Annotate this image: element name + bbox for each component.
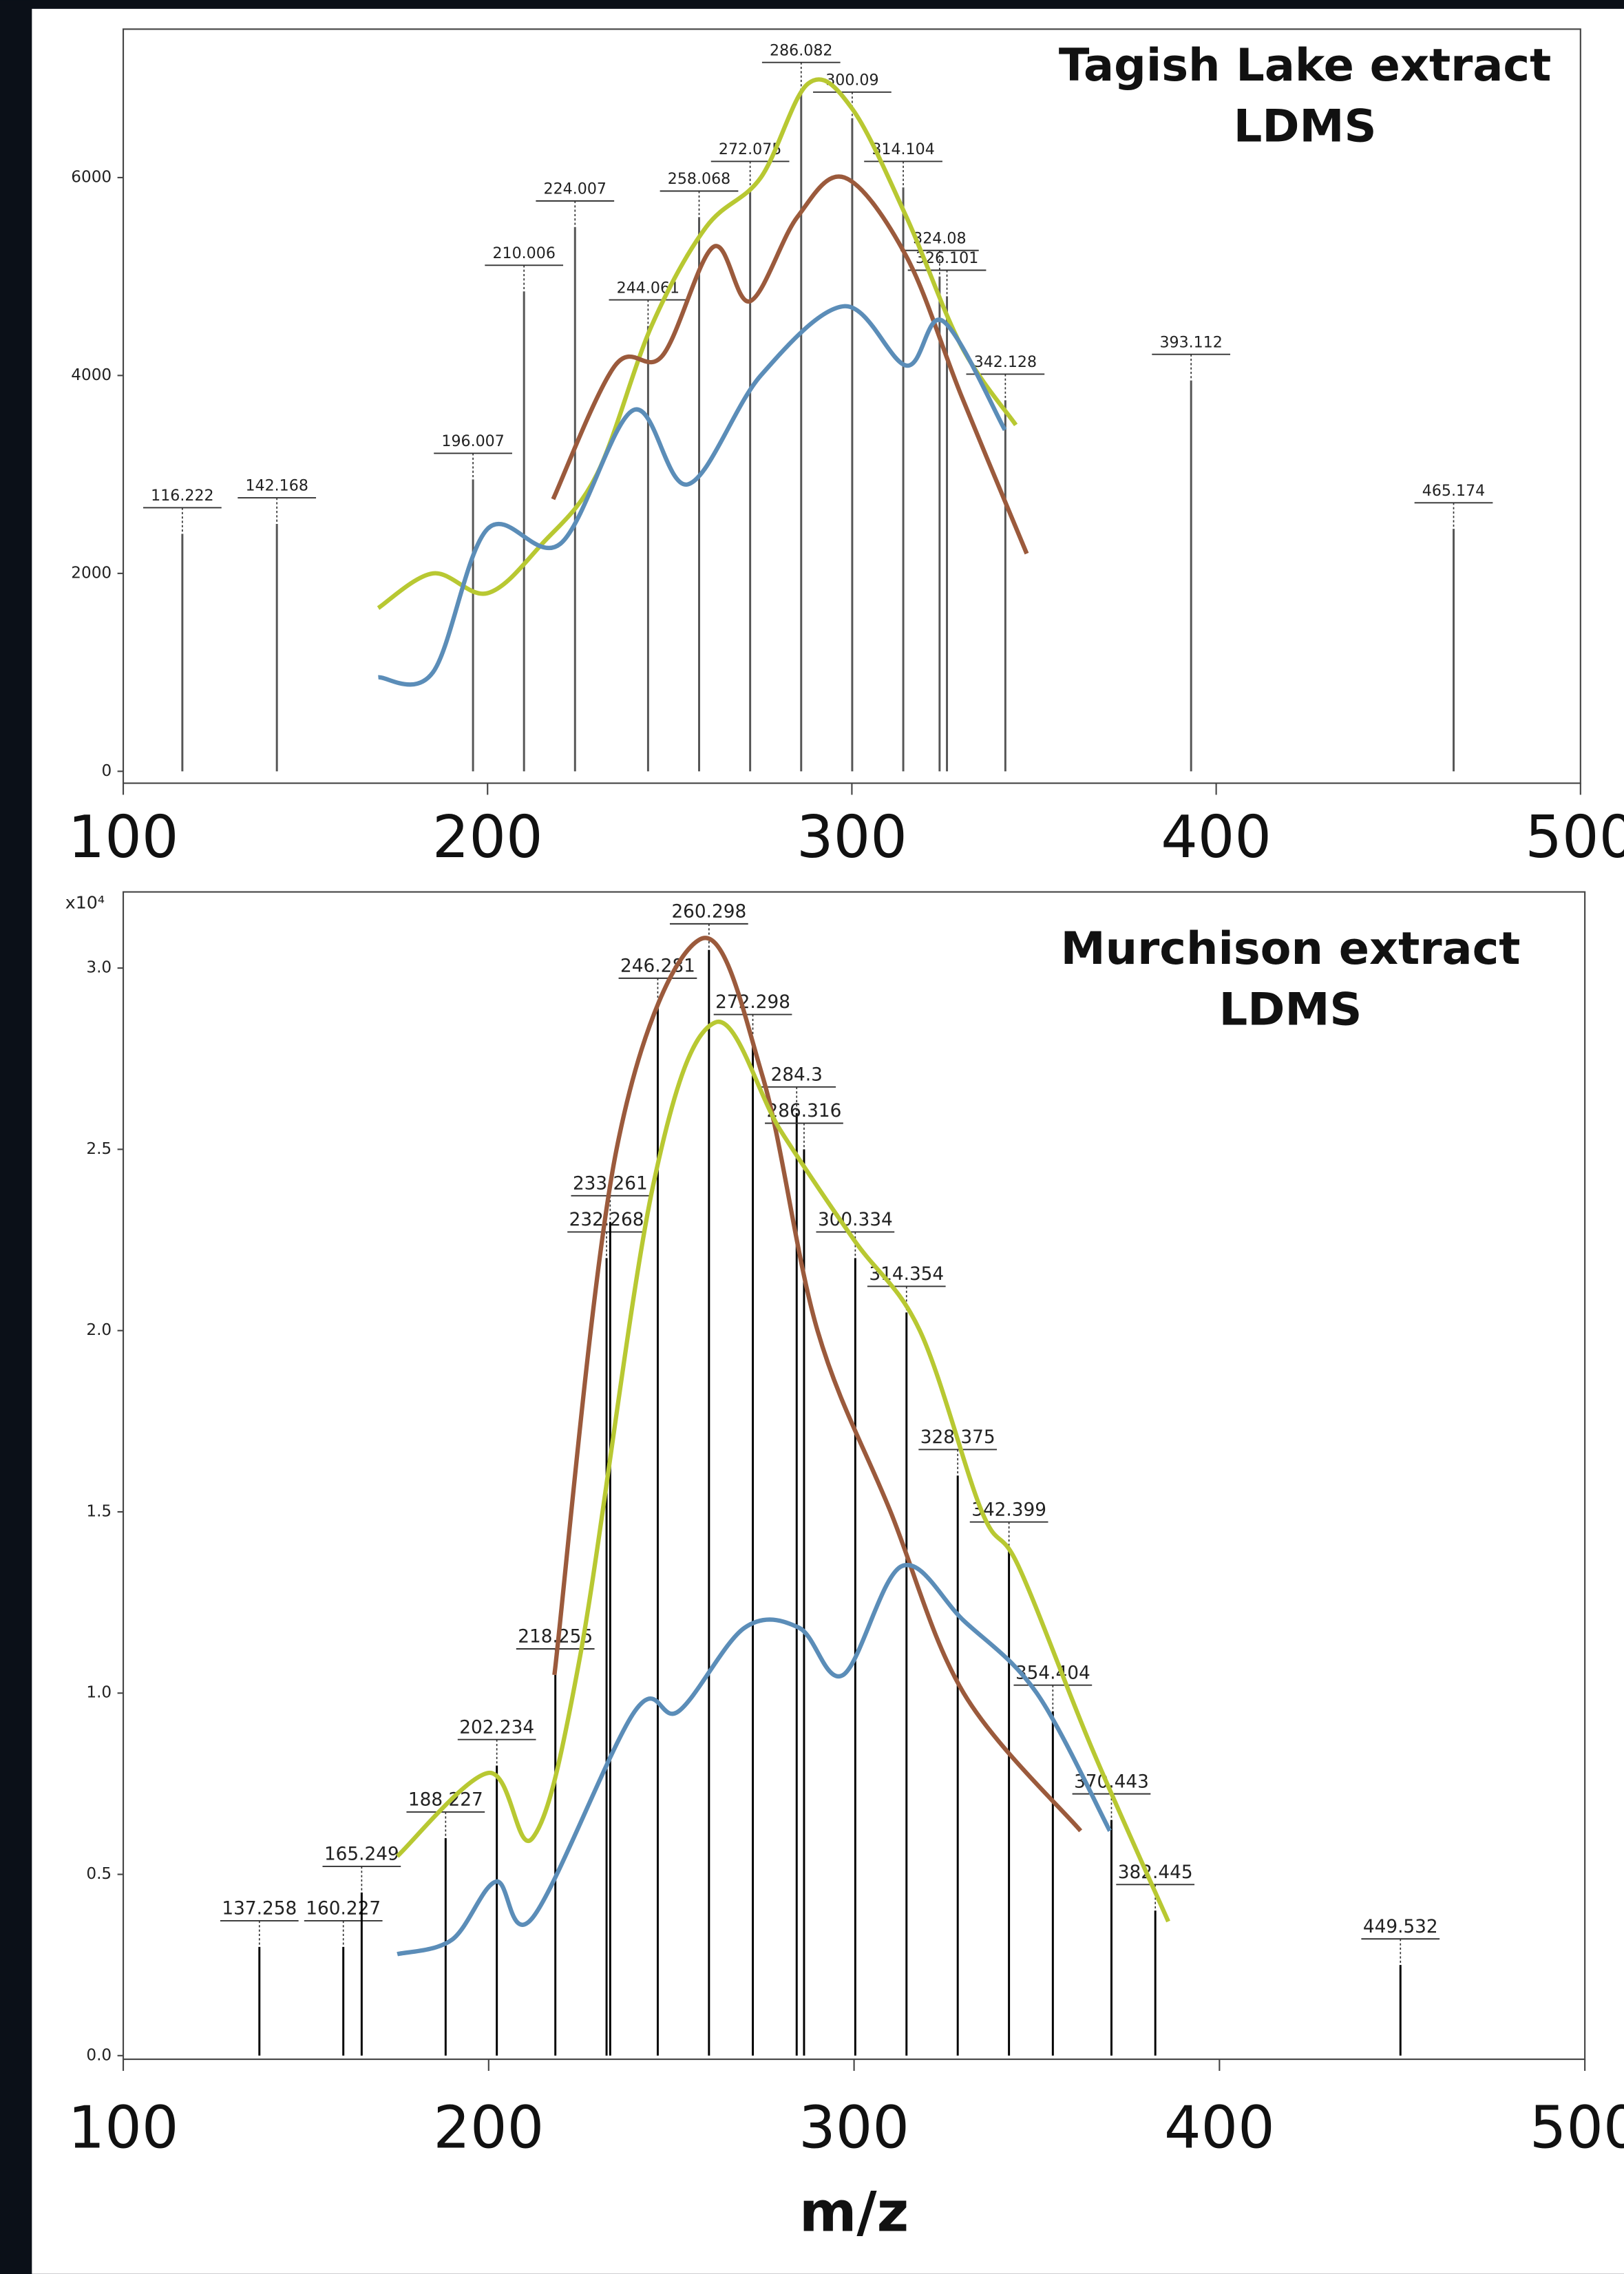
peak-label: 196.007 bbox=[441, 432, 504, 450]
peak-label: 449.532 bbox=[1363, 1917, 1438, 1937]
chart-title: Murchison extract bbox=[1061, 923, 1521, 975]
x-tick-label: 100 bbox=[68, 2094, 179, 2161]
peak-label: 286.316 bbox=[767, 1101, 842, 1122]
peak-label: 224.007 bbox=[544, 180, 607, 198]
y-tick-label: 2000 bbox=[71, 564, 112, 582]
envelope-line bbox=[551, 174, 1029, 555]
y-tick-label: 1.5 bbox=[86, 1502, 112, 1520]
chart-subtitle: LDMS bbox=[1234, 101, 1377, 153]
envelope-line bbox=[378, 304, 1007, 687]
y-tick-label: 1.0 bbox=[86, 1684, 112, 1702]
peak-label: 202.234 bbox=[459, 1717, 534, 1738]
y-unit: x10⁴ bbox=[65, 892, 105, 912]
y-tick-label: 2.0 bbox=[86, 1321, 112, 1339]
envelope-line bbox=[395, 1020, 1170, 1923]
y-tick-label: 0.5 bbox=[86, 1865, 112, 1883]
x-tick-label: 100 bbox=[68, 803, 179, 871]
peak-label: 393.112 bbox=[1159, 333, 1222, 351]
peak-label: 165.249 bbox=[324, 1844, 399, 1865]
x-axis-label: m/z bbox=[799, 2180, 909, 2244]
peak-label: 286.082 bbox=[770, 41, 832, 59]
x-tick-label: 500 bbox=[1525, 803, 1624, 871]
x-tick-label: 300 bbox=[797, 803, 907, 871]
x-tick-label: 400 bbox=[1164, 2094, 1275, 2161]
y-tick-label: 0.0 bbox=[86, 2046, 112, 2064]
peak-label: 465.174 bbox=[1422, 482, 1485, 500]
y-tick-label: 3.0 bbox=[86, 959, 112, 977]
x-tick-label: 400 bbox=[1161, 803, 1272, 871]
peak-label: 300.334 bbox=[818, 1210, 893, 1230]
peak-label: 210.006 bbox=[492, 244, 555, 262]
x-tick-label: 200 bbox=[432, 803, 543, 871]
x-tick-label: 200 bbox=[433, 2094, 544, 2161]
envelope-line bbox=[397, 1563, 1112, 1957]
peak-label: 260.298 bbox=[671, 902, 746, 923]
peak-label: 324.08 bbox=[913, 229, 966, 247]
peak-label: 160.227 bbox=[306, 1899, 381, 1919]
peak-label: 258.068 bbox=[668, 170, 730, 188]
peak-label: 142.168 bbox=[245, 477, 308, 495]
y-tick-label: 4000 bbox=[71, 366, 112, 384]
y-tick-label: 6000 bbox=[71, 168, 112, 186]
peak-label: 314.104 bbox=[872, 140, 934, 158]
chart-title: Tagish Lake extract bbox=[1059, 39, 1551, 92]
y-tick-label: 2.5 bbox=[86, 1140, 112, 1158]
y-tick-label: 0 bbox=[101, 762, 112, 780]
peak-label: 342.128 bbox=[974, 353, 1037, 371]
peak-label: 246.281 bbox=[620, 956, 695, 977]
panel-background bbox=[32, 8, 1624, 2274]
peak-label: 284.3 bbox=[771, 1064, 823, 1085]
chart-subtitle: LDMS bbox=[1219, 983, 1362, 1035]
peak-label: 382.445 bbox=[1118, 1862, 1193, 1883]
peak-label: 116.222 bbox=[151, 487, 213, 505]
x-tick-label: 500 bbox=[1530, 2094, 1624, 2161]
peak-label: 272.298 bbox=[715, 992, 790, 1013]
peak-label: 137.258 bbox=[222, 1899, 297, 1919]
x-tick-label: 300 bbox=[799, 2094, 909, 2161]
envelope-line bbox=[377, 77, 1018, 610]
